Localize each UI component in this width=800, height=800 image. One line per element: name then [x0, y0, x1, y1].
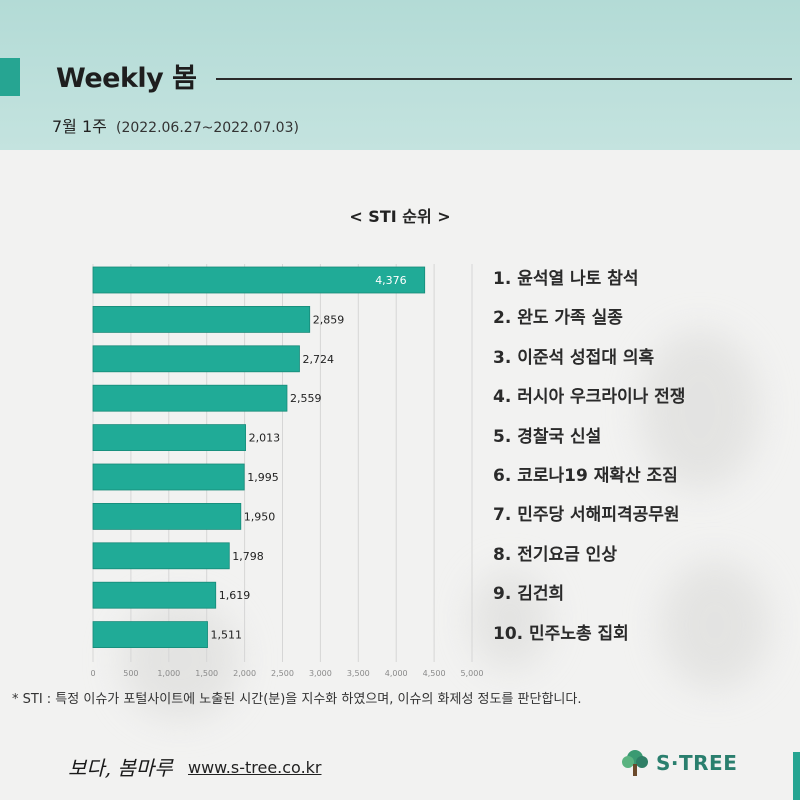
- rank-item-5: 5. 경찰국 신설: [493, 426, 602, 447]
- background-blur: [120, 600, 240, 720]
- tree-icon: [622, 750, 648, 776]
- bar: [92, 621, 208, 648]
- x-tick-label: 3,000: [309, 669, 332, 678]
- bar: [92, 424, 246, 452]
- bar-value-label: 1,995: [247, 471, 279, 484]
- bar: [92, 305, 311, 333]
- rank-item-1: 1. 윤석열 나토 참석: [493, 269, 639, 289]
- x-tick-label: 500: [123, 669, 138, 678]
- ranking-list: 1. 윤석열 나토 참석 2. 완도 가족 실종 3. 이준석 성접대 의혹 4…: [493, 264, 685, 658]
- x-tick-label: 0: [90, 669, 95, 678]
- header-banner: [0, 0, 800, 150]
- rank-item-6: 6. 코로나19 재확산 조짐: [493, 465, 678, 486]
- x-tick-label: 4,000: [385, 669, 408, 678]
- date-range: (2022.06.27~2022.07.03): [115, 120, 299, 136]
- background-blur: [470, 570, 550, 670]
- accent-bar: [0, 58, 20, 96]
- rank-item-10: 10. 민주노총 집회: [493, 623, 629, 644]
- bar-value-label: 1,511: [211, 629, 243, 642]
- bar: [92, 266, 426, 294]
- brand-signature: 보다, 봄마루: [68, 756, 173, 780]
- background-blur: [640, 330, 760, 490]
- chart-title: < STI 순위 >: [349, 207, 451, 226]
- rank-item-9: 9. 김건희: [493, 584, 565, 605]
- website-link[interactable]: www.s-tree.co.kr: [188, 758, 322, 777]
- logo-text: S·TREE: [656, 751, 738, 775]
- page-title: Weekly 봄: [56, 63, 197, 94]
- bar-value-label: 1,950: [244, 510, 276, 523]
- bar: [92, 581, 217, 609]
- bar-value-label: 4,376: [375, 274, 407, 287]
- x-tick-label: 1,500: [195, 669, 218, 678]
- week-label: 7월 1주 (2022.06.27~2022.07.03): [52, 113, 299, 137]
- bar: [92, 542, 230, 570]
- bar-value-label: 2,724: [302, 353, 334, 366]
- bar-value-label: 2,859: [313, 313, 345, 326]
- title-rule: [216, 78, 792, 80]
- bar-value-label: 2,013: [249, 432, 280, 445]
- bar: [92, 345, 300, 373]
- rank-item-2: 2. 완도 가족 실종: [493, 308, 623, 329]
- x-tick-label: 1,000: [157, 669, 180, 678]
- rank-item-3: 3. 이준석 성접대 의혹: [493, 347, 655, 368]
- bar-value-label: 2,559: [290, 392, 322, 405]
- sti-footnote: * STI : 특정 이슈가 포털사이트에 노출된 시간(분)을 지수화 하였으…: [12, 692, 582, 707]
- rank-item-7: 7. 민주당 서해피격공무원: [493, 505, 680, 526]
- rank-item-8: 8. 전기요금 인상: [493, 544, 617, 565]
- x-tick-label: 4,500: [423, 669, 446, 678]
- bar: [92, 463, 245, 491]
- bar-value-label: 1,798: [232, 550, 263, 563]
- rank-item-4: 4. 러시아 우크라이나 전쟁: [493, 387, 686, 408]
- bar-value-label: 1,619: [219, 589, 251, 602]
- stree-logo: S·TREE: [620, 748, 737, 778]
- x-tick-label: 5,000: [461, 669, 484, 678]
- x-tick-label: 2,500: [271, 669, 294, 678]
- corner-accent-bar: [793, 752, 800, 800]
- week-number: 7월 1주: [52, 117, 107, 136]
- bar: [92, 384, 288, 412]
- bar: [92, 502, 242, 530]
- x-tick-label: 3,500: [347, 669, 370, 678]
- x-tick-label: 2,000: [233, 669, 256, 678]
- background-blur: [660, 560, 770, 690]
